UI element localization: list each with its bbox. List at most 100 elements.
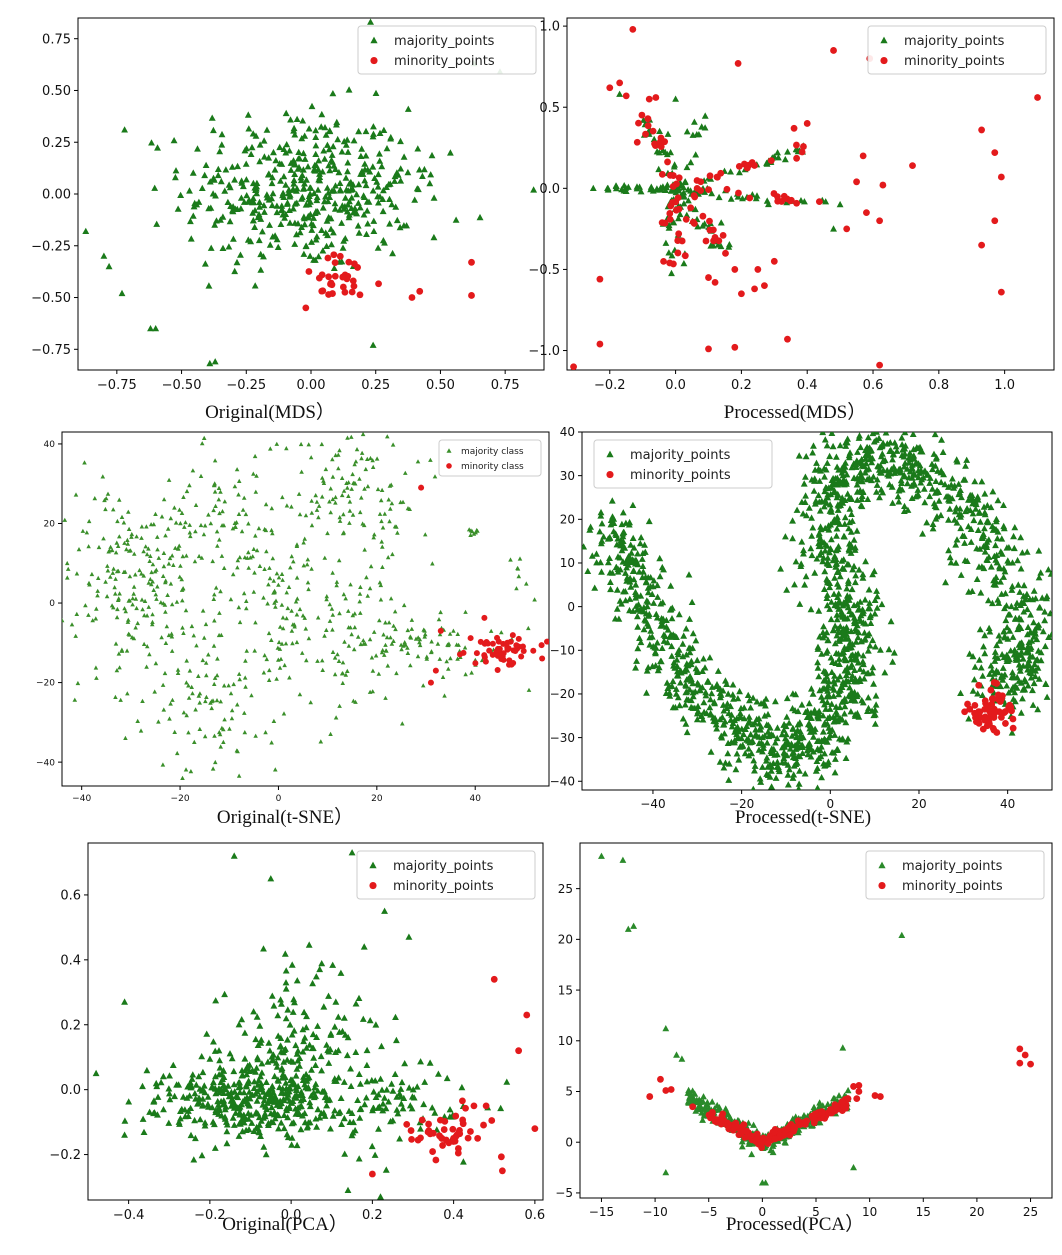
data-point-majority — [717, 219, 725, 226]
data-point-majority — [238, 1116, 246, 1123]
data-point-minority — [302, 304, 310, 312]
data-point-majority — [873, 488, 880, 495]
legend-label-majority: majority_points — [904, 34, 1005, 49]
data-point-majority — [421, 165, 428, 173]
data-point-majority — [992, 556, 1000, 563]
data-point-majority — [294, 575, 300, 580]
data-point-majority — [245, 555, 250, 560]
data-point-majority — [309, 979, 316, 987]
data-point-majority — [397, 1100, 405, 1107]
data-point-majority — [278, 1066, 286, 1073]
data-point-majority — [878, 600, 886, 608]
data-point-majority — [310, 256, 317, 263]
data-point-majority — [686, 649, 694, 656]
data-point-majority — [668, 652, 676, 659]
data-point-majority — [293, 115, 301, 122]
data-point-minority — [994, 691, 1002, 699]
data-point-majority — [221, 187, 229, 194]
data-point-majority — [766, 773, 774, 780]
data-point-minority — [784, 1125, 791, 1133]
data-point-majority — [868, 707, 876, 714]
data-point-majority — [202, 734, 208, 739]
data-point-minority — [751, 1136, 759, 1144]
data-point-majority — [343, 186, 350, 193]
data-point-majority — [307, 210, 314, 218]
data-point-majority — [962, 462, 969, 469]
legend-marker-majority — [370, 36, 378, 44]
data-point-majority — [961, 539, 968, 546]
data-point-majority — [300, 650, 305, 655]
data-point-majority — [679, 640, 687, 647]
data-point-minority — [672, 206, 680, 214]
data-point-majority — [330, 612, 336, 617]
data-point-majority — [908, 464, 915, 471]
data-point-majority — [237, 194, 245, 201]
data-point-minority — [667, 202, 675, 210]
data-point-majority — [678, 1055, 686, 1062]
data-point-majority — [118, 697, 123, 702]
data-point-minority — [975, 719, 983, 727]
data-point-minority — [746, 194, 754, 202]
data-point-majority — [198, 1151, 206, 1159]
data-point-majority — [963, 557, 971, 564]
data-point-majority — [375, 1125, 382, 1132]
data-point-majority — [643, 667, 651, 674]
data-point-majority — [851, 688, 858, 696]
data-point-majority — [348, 625, 353, 630]
data-point-majority — [928, 460, 936, 467]
data-point-majority — [372, 89, 380, 96]
data-point-majority — [166, 1095, 174, 1103]
data-point-majority — [864, 647, 872, 654]
data-point-majority — [725, 760, 733, 767]
data-point-majority — [386, 195, 393, 202]
data-point-majority — [446, 642, 451, 648]
data-point-majority — [271, 1115, 279, 1122]
data-point-majority — [387, 519, 392, 524]
x-tick-label: 0.2 — [362, 1208, 383, 1223]
data-point-majority — [1008, 686, 1015, 693]
data-point-majority — [389, 249, 396, 257]
data-point-minority — [658, 170, 666, 178]
data-point-majority — [286, 191, 294, 198]
data-point-majority — [141, 573, 146, 578]
data-point-majority — [832, 755, 839, 762]
data-point-majority — [201, 171, 209, 179]
data-point-majority — [395, 530, 400, 535]
data-point-majority — [286, 219, 294, 226]
data-point-majority — [938, 436, 945, 443]
data-point-majority — [254, 473, 259, 478]
data-point-minority — [496, 646, 503, 653]
data-point-minority — [798, 148, 806, 156]
data-point-majority — [251, 282, 259, 289]
data-point-majority — [405, 627, 411, 633]
data-point-majority — [260, 945, 267, 952]
data-point-majority — [844, 490, 852, 497]
data-point-majority — [300, 149, 307, 157]
data-point-majority — [310, 1089, 318, 1096]
data-point-majority — [766, 724, 774, 731]
data-point-majority — [455, 631, 460, 636]
data-point-majority — [144, 552, 150, 557]
data-point-majority — [390, 551, 395, 557]
data-point-majority — [270, 1002, 278, 1009]
data-point-majority — [405, 933, 413, 940]
data-point-minority — [961, 708, 969, 716]
data-point-majority — [340, 680, 345, 685]
data-point-majority — [285, 1103, 293, 1110]
data-point-majority — [1002, 589, 1009, 597]
legend-marker-minority — [878, 881, 886, 890]
data-point-majority — [378, 1086, 386, 1093]
data-point-majority — [196, 1116, 204, 1123]
data-point-majority — [692, 151, 700, 158]
data-point-majority — [836, 520, 844, 527]
data-point-majority — [331, 165, 339, 172]
data-point-majority — [297, 176, 305, 184]
data-point-majority — [126, 526, 132, 531]
data-point-majority — [216, 632, 222, 638]
y-tick-label: 0.5 — [539, 101, 560, 116]
data-point-majority — [929, 485, 936, 492]
data-point-majority — [154, 144, 161, 151]
data-point-majority — [403, 470, 408, 475]
data-point-majority — [343, 1051, 351, 1059]
data-point-majority — [339, 244, 347, 251]
